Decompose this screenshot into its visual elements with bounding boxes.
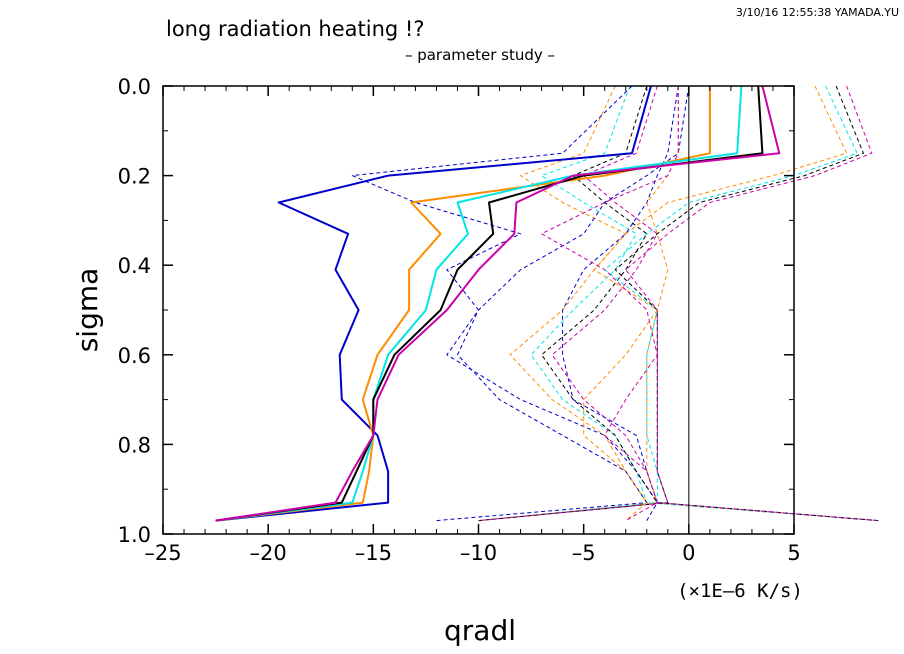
y-tick-label-5: 1.0 — [118, 523, 151, 547]
y-tick-label-4: 0.8 — [118, 433, 151, 457]
x-tick-label-4: –5 — [572, 541, 596, 565]
series-line-dashed-7 — [530, 86, 879, 522]
series-line-solid-2 — [215, 86, 743, 522]
series-line-solid-1 — [215, 86, 711, 522]
y-tick-label-3: 0.6 — [118, 344, 151, 368]
series-line-dashed-14 — [478, 86, 873, 522]
chart-title: long radiation heating !? — [166, 17, 424, 41]
timestamp-label: 3/10/16 12:55:38 YAMADA.YU — [736, 6, 899, 19]
series-line-dashed-13 — [478, 86, 864, 522]
y-axis-title: sigma — [71, 268, 104, 353]
x-tick-label-2: –15 — [355, 541, 392, 565]
chart-subtitle: – parameter study – — [405, 46, 555, 64]
series-layer — [215, 86, 879, 522]
series-line-solid-3 — [215, 86, 764, 522]
series-line-dashed-17 — [541, 86, 679, 522]
x-tick-label-6: 5 — [787, 541, 800, 565]
y-tick-label-2: 0.4 — [118, 254, 151, 278]
x-unit-label: (×1E–6 K/s) — [677, 580, 803, 602]
series-line-dashed-10 — [436, 86, 690, 522]
x-tick-label-3: –10 — [460, 541, 497, 565]
series-line-solid-4 — [215, 86, 781, 522]
x-tick-label-1: –20 — [250, 541, 287, 565]
series-line-dashed-11 — [478, 86, 848, 522]
y-axis: 0.0 0.2 0.4 0.6 0.8 1.0 — [118, 75, 794, 547]
x-tick-label-0: –25 — [144, 541, 181, 565]
y-tick-label-1: 0.2 — [118, 165, 151, 189]
x-tick-label-5: 0 — [682, 541, 695, 565]
y-tick-label-0: 0.0 — [118, 75, 151, 99]
series-line-dashed-9 — [551, 86, 879, 522]
series-line-dashed-15 — [562, 86, 679, 521]
series-line-solid-0 — [215, 86, 652, 522]
series-line-dashed-5 — [351, 86, 879, 522]
x-axis: –25 –20 –15 –10 –5 0 5 — [144, 86, 801, 565]
x-axis-title: qradl — [444, 614, 516, 647]
